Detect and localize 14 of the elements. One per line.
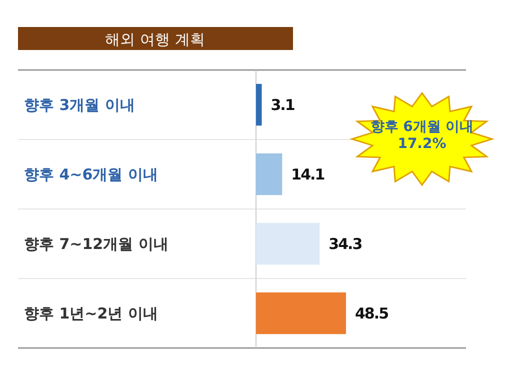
chart-title: 해외 여행 계획 xyxy=(105,30,205,48)
bar xyxy=(256,84,262,126)
y-tick-label: 향후 7~12개월 이내 xyxy=(24,235,168,253)
data-label: 14.1 xyxy=(291,166,325,184)
y-tick-label: 향후 3개월 이내 xyxy=(24,96,135,114)
data-label: 34.3 xyxy=(328,235,362,253)
y-tick-label: 향후 1년~2년 이내 xyxy=(24,304,158,322)
bar xyxy=(256,292,346,334)
bar xyxy=(256,222,320,265)
text: 향후 6개월 이내 17.2% xyxy=(370,119,474,152)
bar xyxy=(256,153,282,196)
data-label: 3.1 xyxy=(270,96,295,114)
y-tick-label: 향후 4~6개월 이내 xyxy=(24,166,158,184)
data-label: 48.5 xyxy=(355,304,389,322)
